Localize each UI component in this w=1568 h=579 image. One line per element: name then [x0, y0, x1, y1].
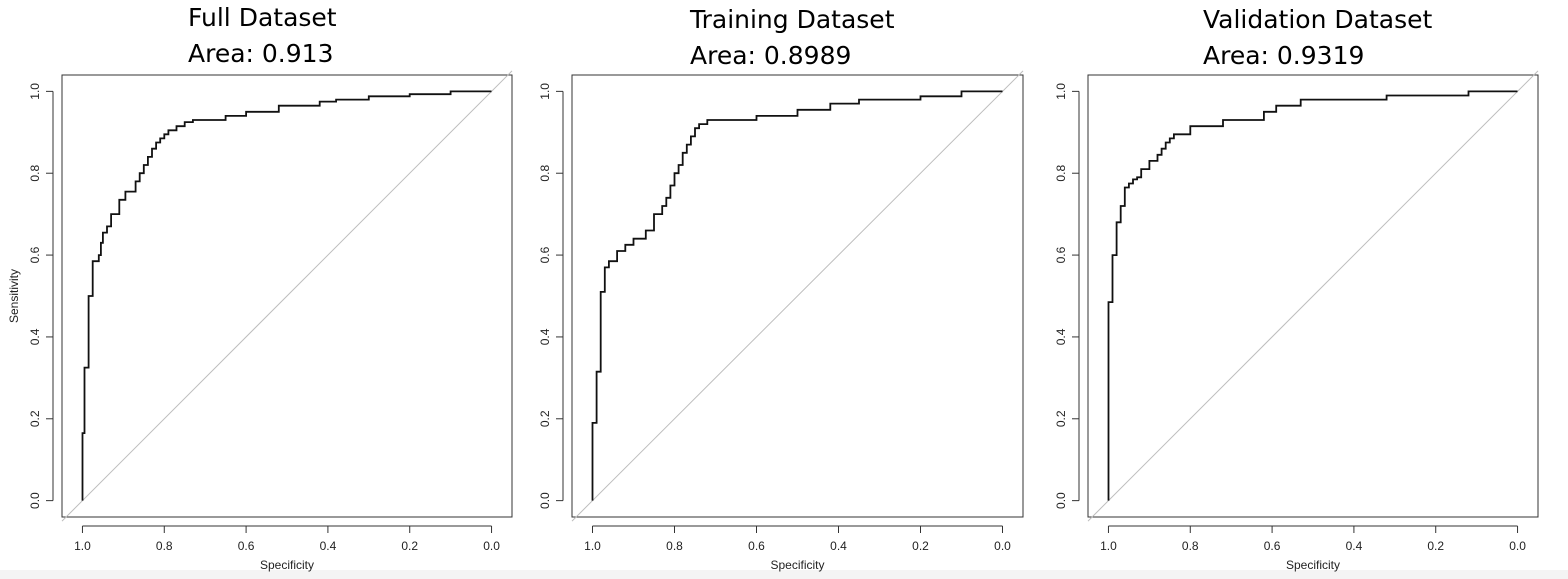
- area-validation-dataset: Area: 0.9319: [1203, 41, 1365, 70]
- y-tick-label: 0.6: [538, 246, 552, 263]
- x-axis: 1.0 0.8 0.6 0.4 0.2 0.0 Specificity: [74, 525, 500, 572]
- diagonal-reference-line: [61, 70, 513, 522]
- x-axis-label: Specificity: [260, 558, 314, 572]
- x-tick-label: 0.4: [320, 539, 337, 553]
- roc-panel-1: 1.0 0.8 0.6 0.4 0.2 0.0Specificity0.00.20.40.…: [7, 70, 513, 572]
- x-tick-label: 0.8: [156, 539, 173, 553]
- x-axis: 1.0 0.8 0.6 0.4 0.2 0.0 Specificity: [1100, 525, 1526, 572]
- y-tick-label: 0.4: [28, 328, 42, 345]
- x-tick-label: 1.0: [1100, 539, 1117, 553]
- x-tick-label: 0.6: [238, 539, 255, 553]
- diagonal-reference-line: [1087, 70, 1539, 522]
- area-full-dataset: Area: 0.913: [188, 39, 334, 68]
- y-axis: 0.0 0.2 0.4 0.6 0.8 1.0: [538, 83, 564, 509]
- roc-curve: [1107, 90, 1518, 501]
- title-training-dataset: Training Dataset: [690, 5, 895, 34]
- plot-frame: [1087, 74, 1539, 518]
- diagonal-reference-line: [571, 70, 1024, 522]
- area-training-dataset: Area: 0.8989: [690, 41, 852, 70]
- bottom-band: [0, 570, 1568, 579]
- x-tick-label: 0.8: [666, 539, 683, 553]
- roc-panel-3: 1.0 0.8 0.6 0.4 0.2 0.0Specificity0.00.20.40.…: [1054, 70, 1539, 572]
- plot-frame: [61, 74, 513, 518]
- x-tick-label: 0.2: [1427, 539, 1444, 553]
- x-tick-label: 0.4: [830, 539, 847, 553]
- y-axis-label: Sensitivity: [7, 269, 21, 323]
- x-tick-label: 0.0: [1509, 539, 1526, 553]
- chart-title-training: Training Dataset Area: 0.8989: [690, 2, 895, 74]
- x-tick-label: 0.2: [401, 539, 418, 553]
- title-validation-dataset: Validation Dataset: [1203, 5, 1433, 34]
- y-tick-label: 0.2: [28, 410, 42, 427]
- y-tick-label: 1.0: [538, 83, 552, 100]
- title-full-dataset: Full Dataset: [188, 3, 337, 32]
- x-tick-label: 0.8: [1182, 539, 1199, 553]
- x-tick-label: 1.0: [74, 539, 91, 553]
- x-tick-label: 0.0: [994, 539, 1011, 553]
- x-tick-label: 0.0: [483, 539, 500, 553]
- x-axis-label: Specificity: [770, 558, 824, 572]
- x-tick-label: 0.2: [912, 539, 929, 553]
- y-axis: 0.0 0.2 0.4 0.6 0.8 1.0: [1054, 83, 1080, 509]
- y-tick-label: 0.4: [1054, 328, 1068, 345]
- y-tick-label: 0.2: [538, 410, 552, 427]
- y-tick-label: 0.0: [538, 492, 552, 509]
- x-tick-label: 1.0: [584, 539, 601, 553]
- roc-curve: [81, 90, 492, 501]
- y-tick-label: 0.0: [28, 492, 42, 509]
- plot-frame: [571, 74, 1024, 518]
- x-axis: 1.0 0.8 0.6 0.4 0.2 0.0 Specificity: [584, 525, 1011, 572]
- roc-panel-2: 1.0 0.8 0.6 0.4 0.2 0.0Specificity0.00.20.40.…: [538, 70, 1024, 572]
- y-tick-label: 0.4: [538, 328, 552, 345]
- y-tick-label: 1.0: [28, 83, 42, 100]
- y-tick-label: 0.2: [1054, 410, 1068, 427]
- y-tick-label: 0.8: [1054, 165, 1068, 182]
- x-axis-label: Specificity: [1286, 558, 1340, 572]
- roc-curve: [591, 90, 1003, 501]
- y-tick-label: 0.6: [1054, 246, 1068, 263]
- x-tick-label: 0.6: [748, 539, 765, 553]
- x-tick-label: 0.4: [1346, 539, 1363, 553]
- x-tick-label: 0.6: [1264, 539, 1281, 553]
- y-tick-label: 1.0: [1054, 83, 1068, 100]
- y-axis: 0.0 0.2 0.4 0.6 0.8 1.0 Sensitivity: [7, 83, 54, 509]
- y-tick-label: 0.0: [1054, 492, 1068, 509]
- y-tick-label: 0.6: [28, 246, 42, 263]
- y-tick-label: 0.8: [538, 165, 552, 182]
- y-tick-label: 0.8: [28, 165, 42, 182]
- chart-title-validation: Validation Dataset Area: 0.9319: [1203, 2, 1432, 74]
- chart-title-full: Full Dataset Area: 0.913: [188, 0, 337, 72]
